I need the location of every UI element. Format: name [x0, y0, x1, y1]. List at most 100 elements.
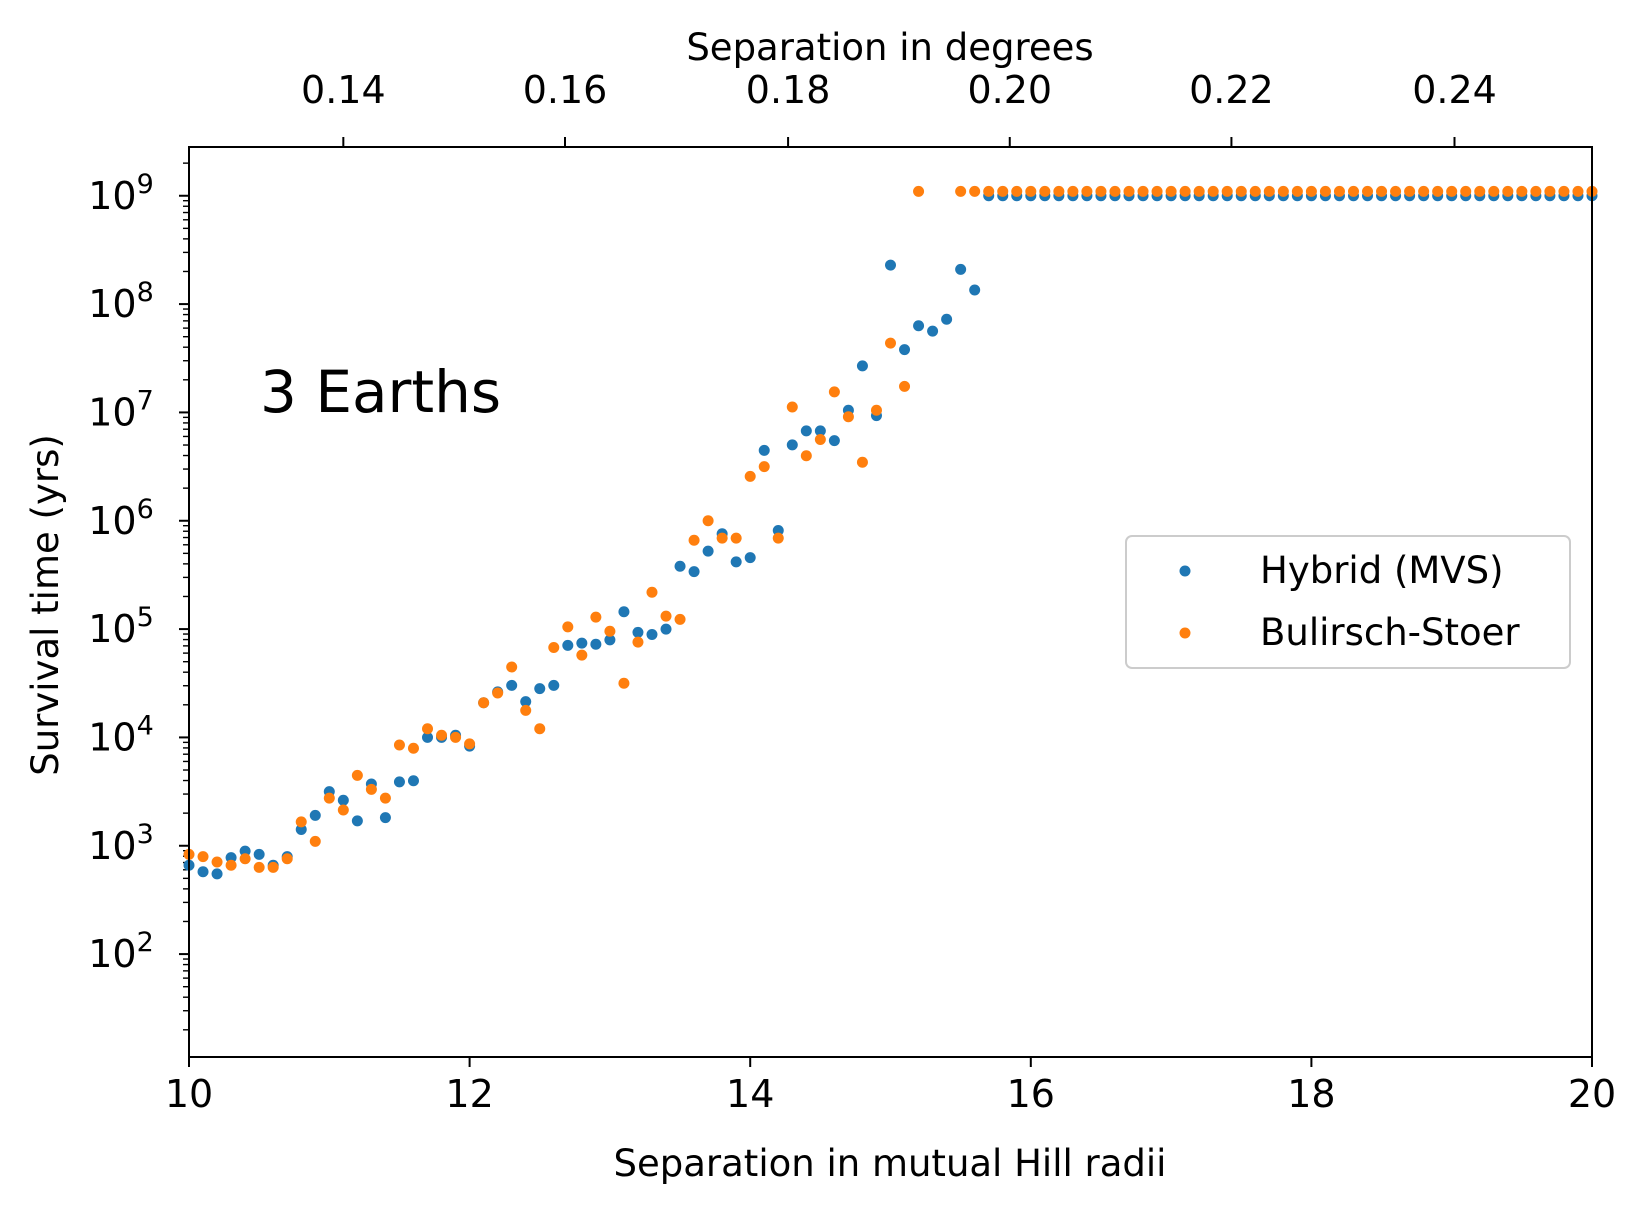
bulirsch-stoer-point [618, 677, 630, 689]
bulirsch-stoer-point [422, 723, 434, 735]
bulirsch-stoer-point [856, 456, 868, 468]
x-tick-label: 12 [445, 1072, 493, 1116]
hybrid-mvs-point [899, 344, 911, 356]
bulirsch-stoer-point [1109, 185, 1121, 197]
bulirsch-stoer-point [885, 337, 896, 349]
bulirsch-stoer-point [1362, 185, 1374, 197]
bulirsch-stoer-point [379, 792, 391, 804]
bulirsch-stoer-point [1249, 185, 1261, 197]
bulirsch-stoer-point [1376, 185, 1388, 197]
bulirsch-stoer-point [997, 185, 1009, 197]
y-axis-title: Survival time (yrs) [24, 434, 67, 776]
bulirsch-stoer-point [1123, 185, 1135, 197]
bulirsch-stoer-point [702, 515, 714, 527]
bulirsch-stoer-point [899, 380, 911, 392]
bulirsch-stoer-point [548, 642, 560, 653]
bulirsch-stoer-point [351, 769, 363, 781]
hybrid-mvs-point [730, 556, 742, 568]
bulirsch-stoer-point [590, 611, 602, 623]
hybrid-mvs-point [337, 794, 349, 806]
hybrid-mvs-point [520, 696, 532, 708]
top-x-tick-label: 0.20 [967, 68, 1052, 112]
hybrid-mvs-point [295, 824, 307, 835]
bulirsch-stoer-point [786, 401, 798, 413]
bulirsch-stoer-point [1305, 185, 1317, 197]
top-x-tick-label: 0.18 [746, 68, 831, 112]
bulirsch-stoer-point [1221, 185, 1233, 197]
bulirsch-stoer-point [1011, 185, 1023, 197]
x-tick-label: 14 [726, 1072, 774, 1116]
hybrid-mvs-point [856, 360, 868, 372]
bulirsch-stoer-point [1039, 185, 1051, 197]
bulirsch-stoer-point [604, 625, 616, 637]
legend-label-hybrid: Hybrid (MVS) [1260, 549, 1504, 592]
legend-marker-hybrid [1179, 565, 1191, 577]
bulirsch-stoer-point [1460, 185, 1472, 197]
bulirsch-stoer-point [758, 461, 770, 473]
bulirsch-stoer-point [1333, 185, 1345, 197]
hybrid-mvs-point [702, 545, 714, 557]
bulirsch-stoer-point [562, 621, 574, 633]
bulirsch-stoer-point [1530, 185, 1542, 197]
hybrid-mvs-point [786, 439, 798, 451]
hybrid-mvs-point [913, 320, 925, 332]
hybrid-mvs-point [351, 815, 363, 827]
bulirsch-stoer-point [464, 738, 476, 750]
plot-frame [188, 146, 1593, 1058]
bulirsch-stoer-point [1474, 185, 1486, 197]
bulirsch-stoer-point [688, 534, 700, 546]
bulirsch-stoer-point [253, 861, 265, 873]
hybrid-mvs-point [239, 845, 251, 857]
annotation-3-earths: 3 Earths [260, 358, 501, 426]
hybrid-mvs-point [562, 639, 574, 651]
bulirsch-stoer-point [323, 792, 335, 804]
legend: Hybrid (MVS) Bulirsch-Stoer [1125, 535, 1571, 669]
bulirsch-stoer-point [828, 386, 840, 398]
hybrid-mvs-point [800, 425, 812, 437]
axis-ticks: 10 12 14 16 18 200.14 0.16 0.18 0.20 0.22 0.241021… [88, 68, 1616, 1116]
hybrid-mvs-point [590, 638, 602, 650]
bulirsch-stoer-point [492, 687, 504, 699]
bulirsch-stoer-point [772, 532, 784, 544]
hybrid-mvs-point [927, 325, 939, 337]
bulirsch-stoer-point [1432, 185, 1444, 197]
hybrid-mvs-point [814, 425, 826, 437]
hybrid-mvs-point [772, 525, 784, 536]
legend-box [1125, 535, 1571, 669]
hybrid-mvs-point [576, 637, 588, 649]
x-tick-label: 10 [165, 1072, 213, 1116]
bulirsch-stoer-point [436, 729, 448, 741]
bulirsch-stoer-point [730, 532, 742, 544]
bulirsch-stoer-point [520, 704, 532, 716]
y-tick-label: 106 [88, 494, 154, 543]
bulirsch-stoer-point [197, 851, 209, 863]
bulirsch-stoer-point [1446, 185, 1458, 197]
top-x-tick-label: 0.24 [1412, 68, 1497, 112]
bulirsch-stoer-point [814, 434, 826, 445]
bulirsch-stoer-point [576, 649, 588, 661]
hybrid-mvs-point [744, 552, 756, 564]
top-x-tick-label: 0.16 [523, 68, 608, 112]
hybrid-mvs-point [941, 313, 953, 325]
bulirsch-stoer-point [646, 586, 658, 598]
data-points [183, 185, 1598, 880]
bulirsch-stoer-point [1516, 185, 1528, 197]
bulirsch-stoer-point [983, 185, 995, 197]
top-x-axis-title: Separation in degrees [686, 26, 1093, 69]
bulirsch-stoer-point [1095, 185, 1107, 197]
hybrid-mvs-point [253, 848, 265, 860]
bulirsch-stoer-point [1277, 185, 1289, 197]
bulirsch-stoer-point [211, 856, 223, 868]
bulirsch-stoer-point [1572, 185, 1584, 197]
bulirsch-stoer-point [842, 411, 854, 423]
hybrid-mvs-point [506, 679, 518, 691]
x-tick-label: 20 [1568, 1072, 1616, 1116]
x-tick-label: 18 [1287, 1072, 1335, 1116]
top-x-tick-label: 0.22 [1189, 68, 1274, 112]
bulirsch-stoer-point [1558, 185, 1570, 197]
bulirsch-stoer-point [1053, 185, 1065, 197]
bulirsch-stoer-point [913, 185, 925, 197]
bulirsch-stoer-point [1207, 185, 1219, 197]
bulirsch-stoer-point [1193, 185, 1205, 197]
